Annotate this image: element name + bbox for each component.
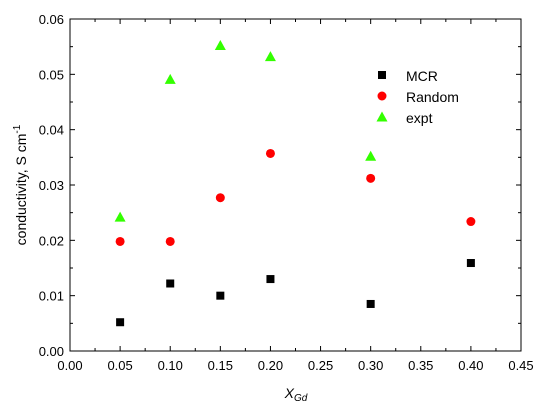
legend-label-mcr: MCR	[406, 68, 438, 84]
point-mcr-5	[466, 259, 475, 268]
legend-marker-mcr	[378, 71, 386, 79]
x-tick-label: 0.10	[158, 358, 183, 373]
point-mcr-0	[116, 318, 125, 327]
x-tick-label: 0.45	[508, 358, 533, 373]
point-expt-1	[164, 73, 176, 84]
y-tick-label: 0.00	[39, 344, 64, 359]
x-tick-label: 0.40	[458, 358, 483, 373]
legend-label-random: Random	[406, 89, 459, 105]
point-mcr-2	[216, 291, 225, 300]
point-random-5	[466, 217, 476, 227]
y-tick-label: 0.01	[39, 289, 64, 304]
x-axis-title: XGd	[284, 385, 308, 404]
x-tick-label: 0.25	[308, 358, 333, 373]
y-tick-label: 0.04	[39, 123, 64, 138]
legend-marker-expt	[376, 111, 388, 122]
plot-frame	[69, 18, 522, 352]
y-tick-label: 0.03	[39, 178, 64, 193]
y-axis-title: conductivity, S cm-1	[12, 124, 29, 245]
point-expt-3	[264, 51, 276, 62]
x-tick-label: 0.20	[258, 358, 283, 373]
point-expt-0	[114, 211, 126, 222]
x-tick-label: 0.30	[358, 358, 383, 373]
point-random-0	[115, 236, 125, 246]
point-mcr-4	[366, 299, 375, 308]
point-mcr-3	[266, 275, 275, 284]
point-random-3	[265, 148, 275, 158]
data-points	[114, 40, 476, 327]
y-tick-label: 0.05	[39, 67, 64, 82]
x-tick-label: 0.15	[208, 358, 233, 373]
point-random-4	[366, 173, 376, 183]
point-expt-4	[365, 150, 377, 161]
point-random-1	[165, 236, 175, 246]
x-tick-label: 0.35	[408, 358, 433, 373]
y-tick-label: 0.02	[39, 233, 64, 248]
plot-axes	[69, 18, 522, 352]
legend-label-expt: expt	[406, 110, 433, 126]
point-mcr-1	[166, 279, 175, 288]
axis-ticks: 0.00 0.05 0.10 0.15 0.20 0.25 0.30 0.35 0.40 0.45…	[39, 12, 534, 373]
point-expt-2	[214, 40, 226, 51]
legend: MCR Random expt	[376, 68, 459, 126]
y-tick-label: 0.06	[39, 12, 64, 27]
x-tick-label: 0.05	[107, 358, 132, 373]
point-random-2	[215, 193, 225, 203]
legend-marker-random	[377, 91, 387, 101]
x-tick-label: 0.00	[57, 358, 82, 373]
